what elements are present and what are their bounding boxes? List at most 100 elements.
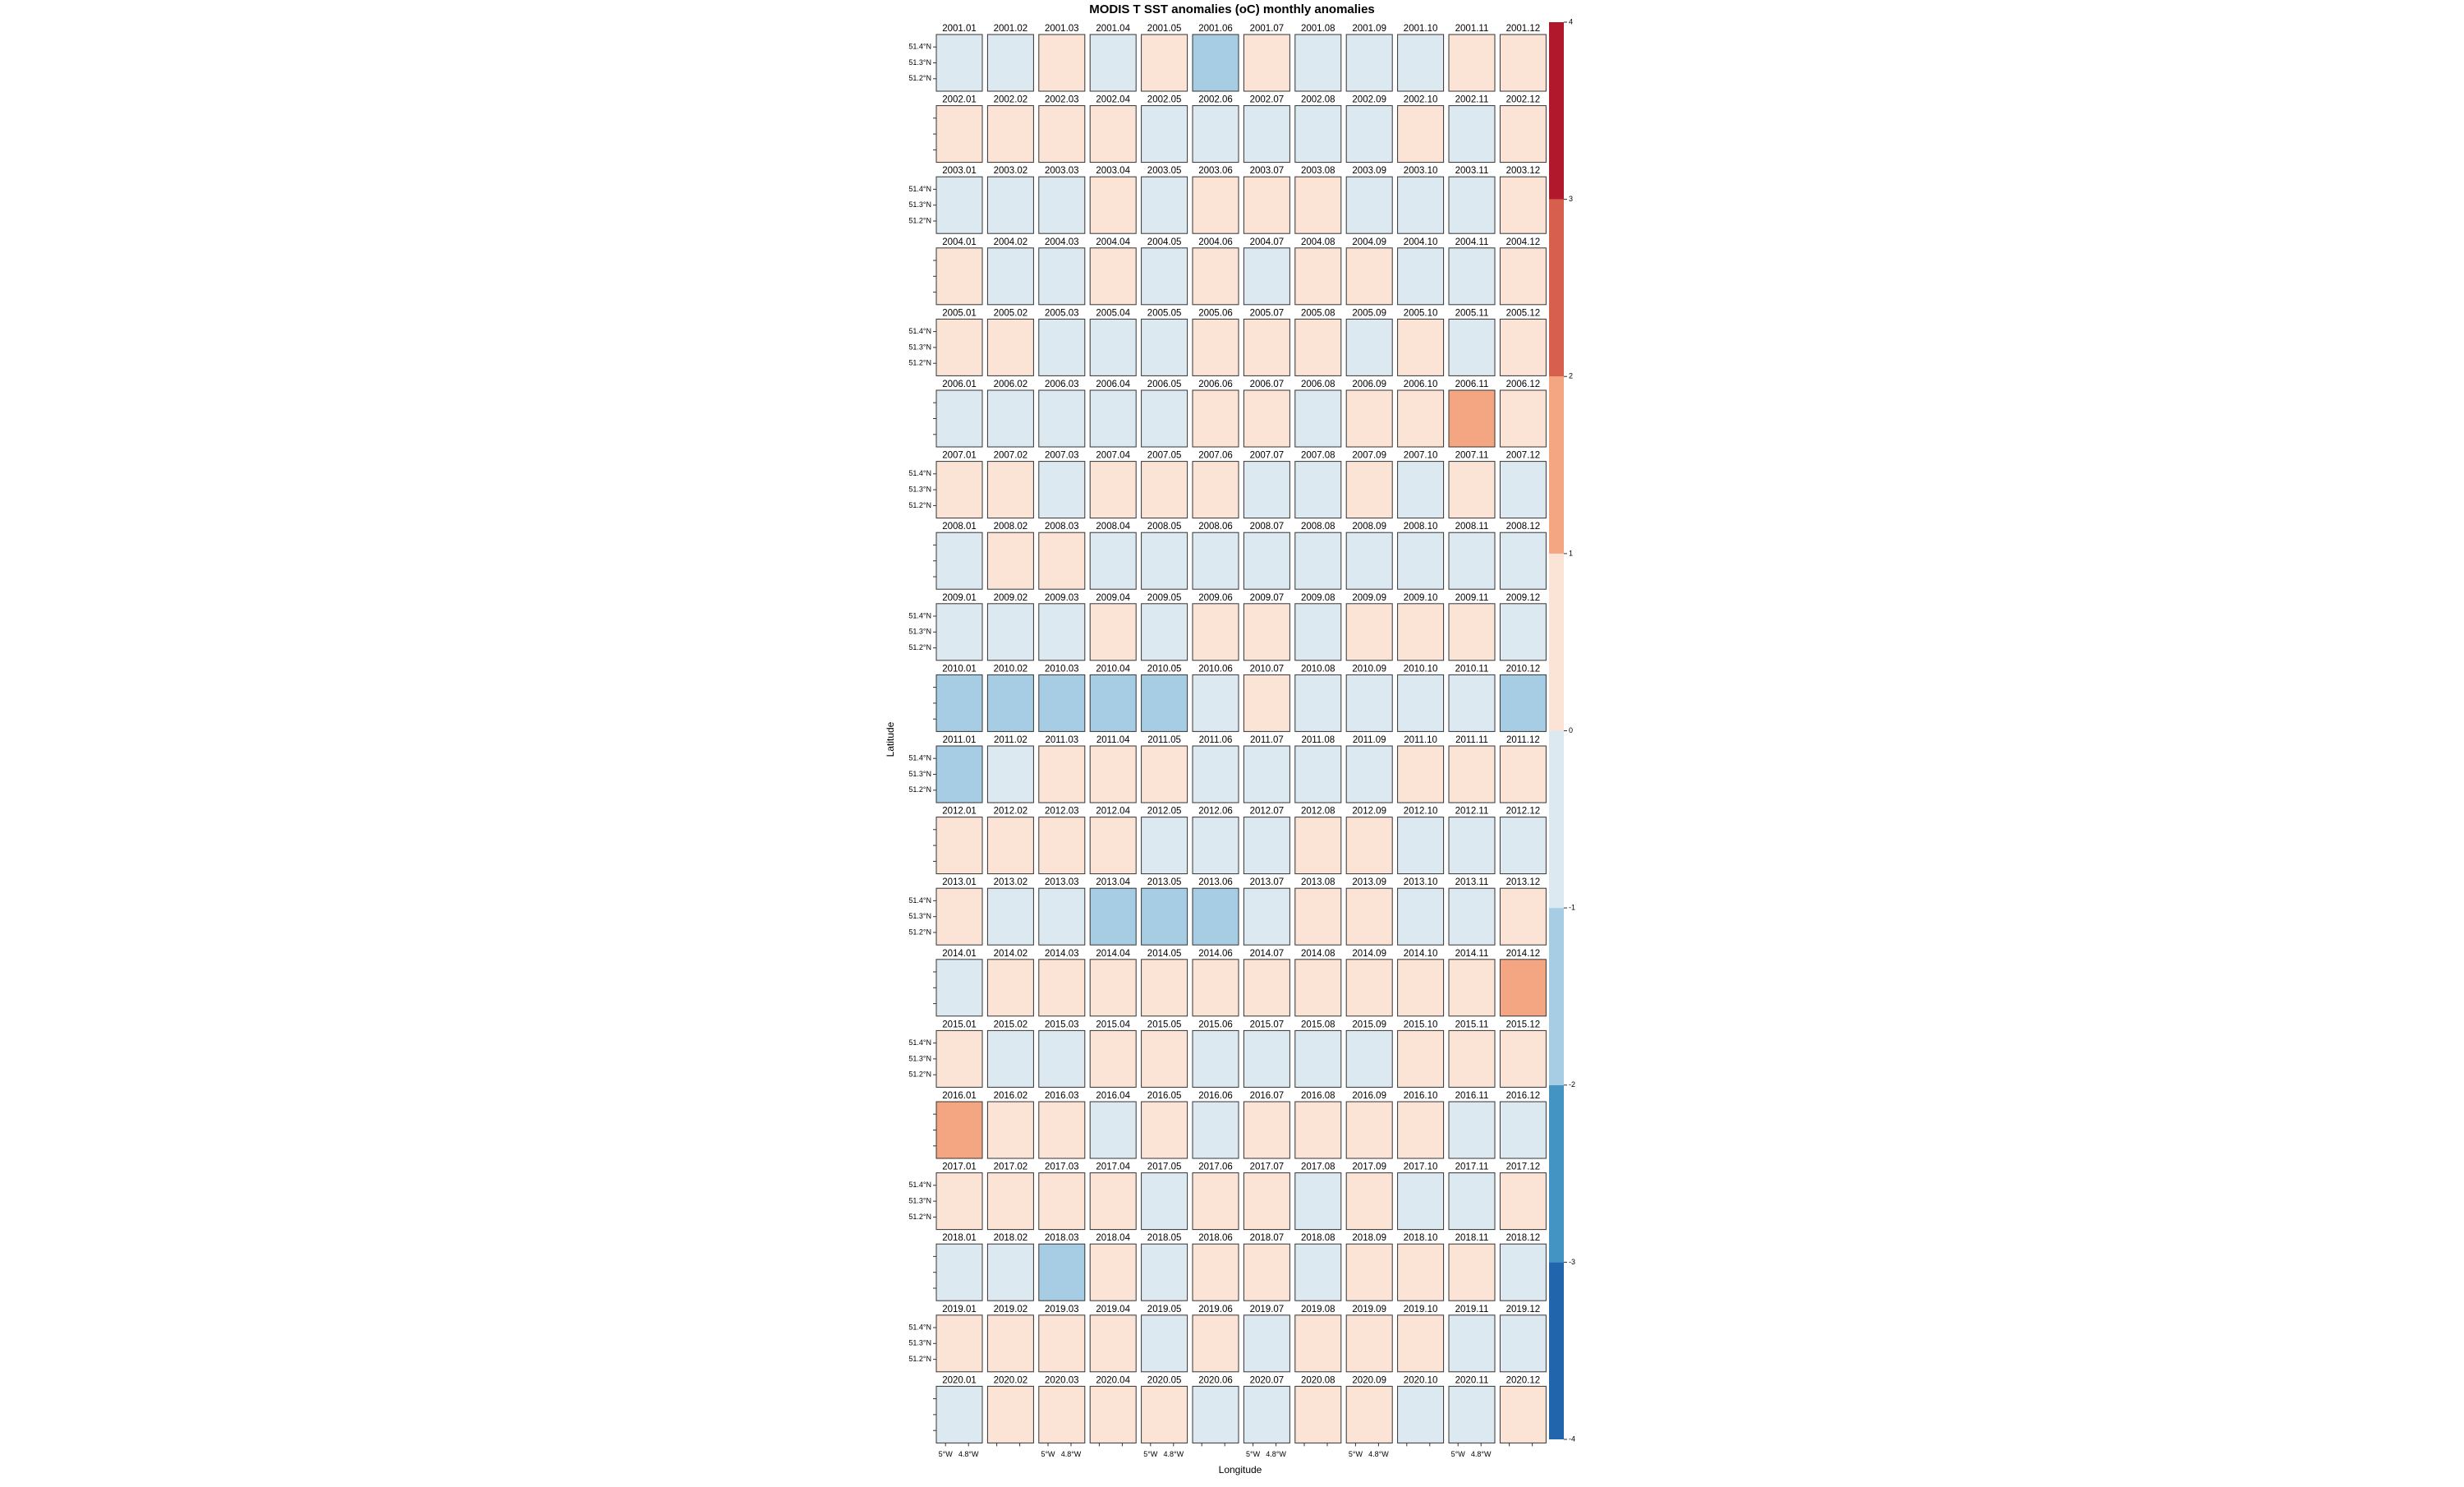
panel: [1448, 1172, 1496, 1231]
panel: [986, 247, 1034, 306]
panel-label: 2020.03: [1045, 1375, 1079, 1385]
panel: [1038, 461, 1086, 519]
lat-label: 51.2°N: [908, 643, 931, 651]
panel-label: 2016.01: [942, 1091, 977, 1101]
lat-label: 51.2°N: [908, 359, 931, 367]
panel: [1089, 176, 1137, 234]
panel: [1243, 389, 1290, 448]
panel: [1499, 34, 1547, 92]
panel: [1345, 389, 1393, 448]
panel-label: 2017.10: [1404, 1162, 1438, 1172]
panel: [1141, 247, 1188, 306]
panel-label: 2007.04: [1096, 451, 1130, 461]
panel-label: 2011.10: [1404, 735, 1437, 745]
panel: [1243, 817, 1290, 875]
colorbar-segment: [1549, 376, 1564, 554]
panel: [1345, 247, 1393, 306]
panel: [1038, 1172, 1086, 1231]
lat-label: 51.2°N: [908, 1355, 931, 1363]
panel: [1499, 1314, 1547, 1373]
panel-label: 2011.06: [1199, 735, 1233, 745]
panel: [1294, 745, 1342, 803]
panel-label: 2003.02: [994, 166, 1028, 176]
panel: [1448, 1243, 1496, 1301]
panel: [1141, 1243, 1188, 1301]
panel: [1448, 887, 1496, 946]
lon-label: 4.8°W: [958, 1450, 979, 1458]
panel-label: 2002.05: [1147, 95, 1182, 105]
panel: [1397, 674, 1445, 732]
panel: [1397, 603, 1445, 661]
panel: [1192, 318, 1239, 376]
panel: [1345, 887, 1393, 946]
panel: [1294, 532, 1342, 590]
panel-label: 2009.01: [942, 593, 977, 603]
panel-label: 2018.11: [1455, 1233, 1489, 1243]
panel-label: 2010.11: [1455, 664, 1489, 674]
panel-label: 2018.03: [1045, 1233, 1079, 1243]
panel: [1243, 959, 1290, 1017]
panel: [1038, 959, 1086, 1017]
panel-label: 2001.02: [994, 24, 1028, 34]
colorbar-label: -2: [1569, 1080, 1575, 1089]
panel-label: 2020.08: [1301, 1375, 1335, 1385]
panel: [1345, 745, 1393, 803]
panel-label: 2018.07: [1250, 1233, 1285, 1243]
lon-label: 4.8°W: [1266, 1450, 1286, 1458]
panel-label: 2003.11: [1455, 166, 1489, 176]
panel: [1141, 1172, 1188, 1231]
panel-label: 2019.02: [994, 1305, 1028, 1314]
panel: [1192, 1029, 1239, 1088]
panel-label: 2015.12: [1506, 1020, 1541, 1029]
panel-label: 2011.02: [994, 735, 1027, 745]
panel-label: 2012.10: [1404, 807, 1438, 817]
chart-title: MODIS T SST anomalies (oC) monthly anoma…: [1089, 2, 1375, 16]
panel-label: 2014.10: [1404, 949, 1438, 959]
lat-label: 51.3°N: [908, 1054, 931, 1062]
lon-label: 4.8°W: [1471, 1450, 1492, 1458]
panel-label: 2005.08: [1301, 308, 1335, 318]
lon-label: 5°W: [1451, 1450, 1466, 1458]
panel: [1141, 1314, 1188, 1373]
panel-label: 2005.10: [1404, 308, 1438, 318]
panel: [1141, 105, 1188, 163]
panel: [1294, 176, 1342, 234]
panel: [935, 389, 983, 448]
panel-label: 2017.09: [1352, 1162, 1386, 1172]
panel-label: 2004.01: [942, 237, 977, 247]
panel-label: 2014.05: [1147, 949, 1182, 959]
panel: [1192, 959, 1239, 1017]
panel: [935, 176, 983, 234]
panel: [1038, 674, 1086, 732]
panel: [986, 105, 1034, 163]
panel: [1141, 959, 1188, 1017]
panel: [1038, 1243, 1086, 1301]
panel-label: 2016.11: [1455, 1091, 1489, 1101]
lat-label: 51.2°N: [908, 501, 931, 509]
panel: [1243, 603, 1290, 661]
panel: [1499, 674, 1547, 732]
lon-label: 4.8°W: [1061, 1450, 1082, 1458]
panel-label: 2015.09: [1352, 1020, 1386, 1029]
panel-label: 2007.08: [1301, 451, 1335, 461]
panel-label: 2017.07: [1250, 1162, 1285, 1172]
panel-label: 2014.01: [942, 949, 977, 959]
panel: [1499, 887, 1547, 946]
panel-label: 2013.08: [1301, 877, 1335, 887]
panel: [1294, 1101, 1342, 1159]
panel: [986, 1101, 1034, 1159]
panel-label: 2005.12: [1506, 308, 1541, 318]
panel-label: 2014.12: [1506, 949, 1541, 959]
panel-label: 2003.10: [1404, 166, 1438, 176]
panel: [1141, 176, 1188, 234]
panel: [1345, 176, 1393, 234]
panel-label: 2019.05: [1147, 1305, 1182, 1314]
panel-label: 2013.04: [1096, 877, 1130, 887]
panel-label: 2007.12: [1506, 451, 1541, 461]
panel: [935, 1101, 983, 1159]
panel-label: 2020.04: [1096, 1375, 1130, 1385]
colorbar-segment: [1549, 730, 1564, 909]
lat-label: 51.4°N: [908, 469, 931, 477]
panel: [1141, 674, 1188, 732]
colorbar-label: 2: [1569, 372, 1573, 380]
